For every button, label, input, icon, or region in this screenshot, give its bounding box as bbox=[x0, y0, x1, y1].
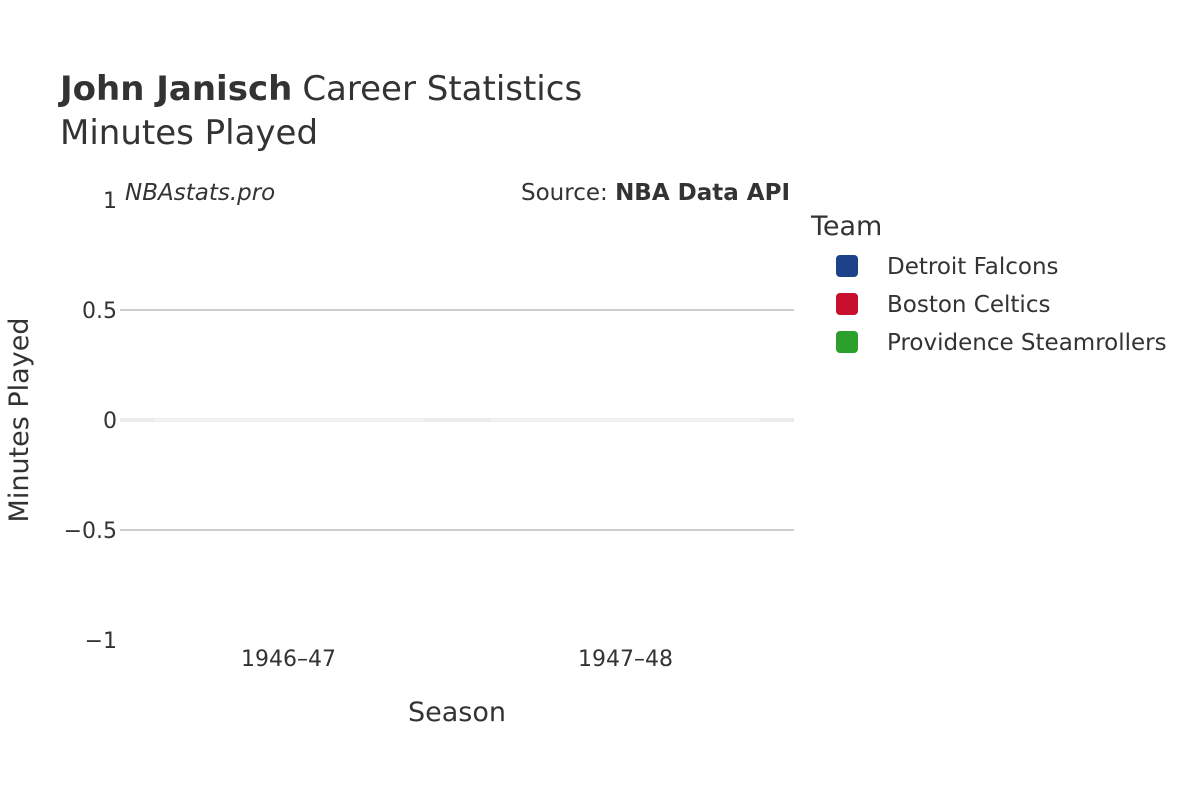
y-axis-ticks: −1 −0.5 0 0.5 1 bbox=[64, 189, 117, 654]
y-tick-label: 0.5 bbox=[82, 299, 117, 324]
legend-label: Boston Celtics bbox=[887, 292, 1050, 318]
y-axis-title: Minutes Played bbox=[4, 318, 35, 523]
x-tick-label: 1947–48 bbox=[578, 647, 673, 672]
bar bbox=[625, 418, 761, 422]
bar bbox=[490, 418, 626, 422]
source-note: Source: NBA Data API bbox=[521, 180, 790, 206]
legend: Detroit Falcons Boston Celtics Providence … bbox=[836, 254, 1167, 356]
bar bbox=[153, 418, 424, 422]
y-tick-label: −0.5 bbox=[64, 519, 117, 544]
legend-swatch bbox=[836, 255, 858, 277]
y-tick-label: 1 bbox=[103, 189, 117, 214]
source-prefix: Source: bbox=[521, 180, 615, 206]
y-tick-label: −1 bbox=[85, 629, 117, 654]
legend-title: Team bbox=[810, 211, 882, 242]
legend-label: Detroit Falcons bbox=[887, 254, 1059, 280]
legend-swatch bbox=[836, 293, 858, 315]
chart-subtitle: Minutes Played bbox=[60, 113, 318, 153]
title-suffix: Career Statistics bbox=[302, 69, 582, 109]
y-tick-label: 0 bbox=[103, 409, 117, 434]
source-name: NBA Data API bbox=[615, 180, 790, 206]
bars bbox=[153, 418, 761, 422]
watermark: NBAstats.pro bbox=[125, 180, 275, 206]
player-name: John Janisch bbox=[58, 69, 292, 109]
x-tick-label: 1946–47 bbox=[241, 647, 336, 672]
x-axis-title: Season bbox=[408, 697, 506, 728]
chart-title: John Janisch Career Statistics bbox=[58, 69, 582, 109]
x-axis-ticks: 1946–47 1947–48 bbox=[241, 647, 673, 672]
legend-swatch bbox=[836, 331, 858, 353]
legend-label: Providence Steamrollers bbox=[887, 330, 1167, 356]
